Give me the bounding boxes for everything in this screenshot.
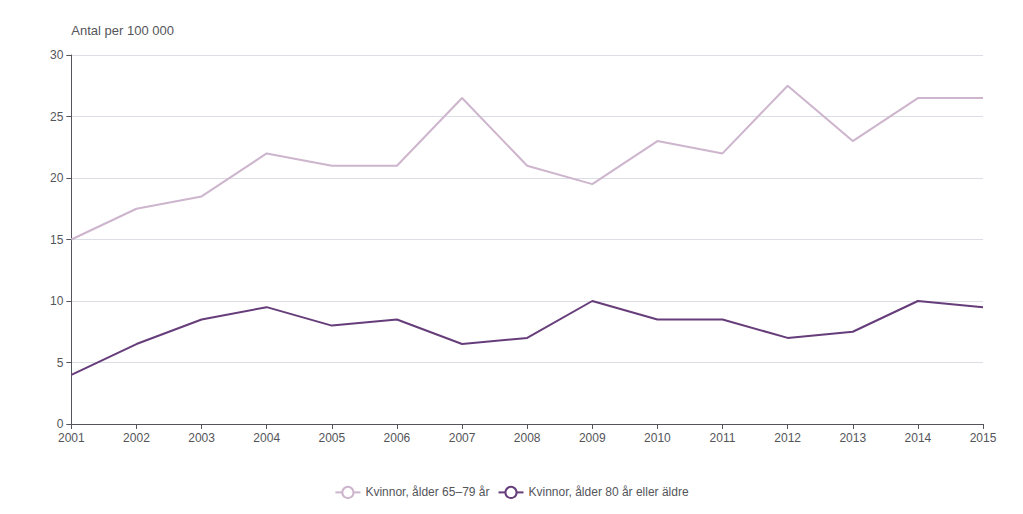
svg-text:2012: 2012 xyxy=(774,431,801,445)
svg-text:2014: 2014 xyxy=(905,431,932,445)
svg-text:30: 30 xyxy=(50,48,64,62)
svg-text:2007: 2007 xyxy=(449,431,476,445)
svg-text:2009: 2009 xyxy=(579,431,606,445)
svg-text:0: 0 xyxy=(57,417,64,431)
svg-text:2004: 2004 xyxy=(253,431,280,445)
svg-text:Antal per 100 000: Antal per 100 000 xyxy=(71,23,174,38)
svg-text:20: 20 xyxy=(50,171,64,185)
svg-text:2015: 2015 xyxy=(970,431,997,445)
svg-text:25: 25 xyxy=(50,110,64,124)
svg-text:2001: 2001 xyxy=(58,431,85,445)
svg-text:2003: 2003 xyxy=(188,431,215,445)
svg-text:15: 15 xyxy=(50,233,64,247)
svg-text:2011: 2011 xyxy=(710,431,736,445)
svg-text:2010: 2010 xyxy=(644,431,671,445)
svg-text:2006: 2006 xyxy=(384,431,411,445)
svg-text:Kvinnor, ålder 80 år eller äld: Kvinnor, ålder 80 år eller äldre xyxy=(528,485,688,499)
svg-text:2002: 2002 xyxy=(123,431,150,445)
svg-text:2013: 2013 xyxy=(839,431,866,445)
svg-text:Kvinnor, ålder 65–79 år: Kvinnor, ålder 65–79 år xyxy=(365,485,489,499)
svg-text:10: 10 xyxy=(50,294,64,308)
svg-text:2008: 2008 xyxy=(514,431,541,445)
svg-text:5: 5 xyxy=(57,356,64,370)
svg-text:2005: 2005 xyxy=(318,431,345,445)
